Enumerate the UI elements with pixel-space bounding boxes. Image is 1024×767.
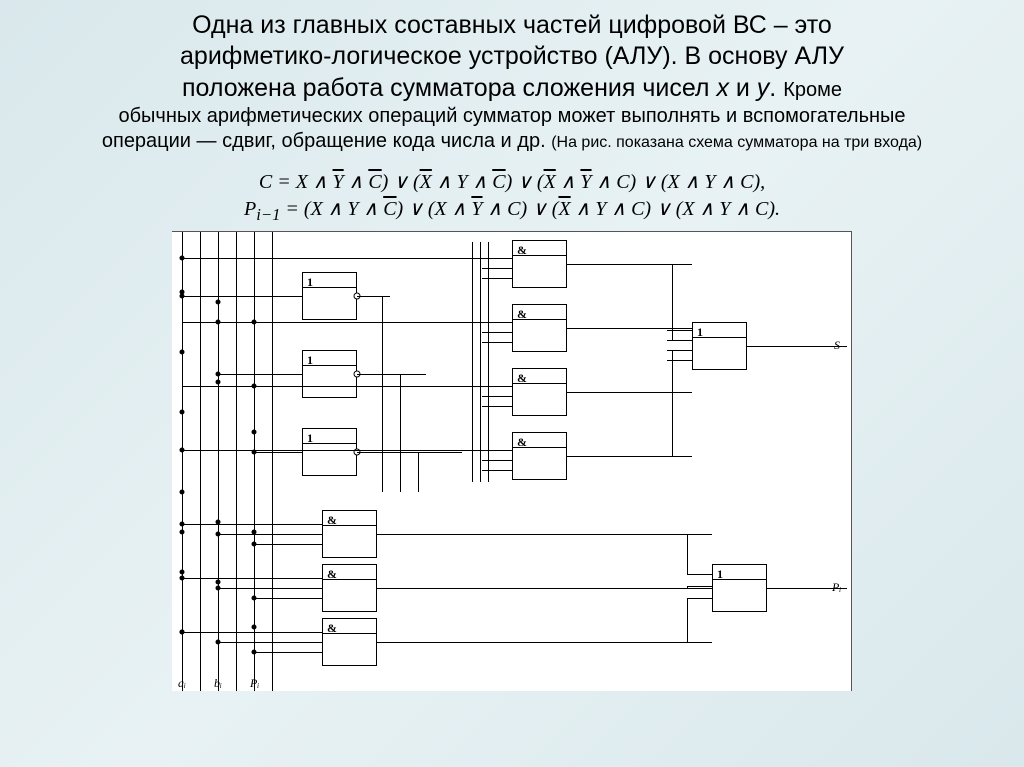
equation-2: Pi−1 = (X ∧ Y ∧ C) ∨ (X ∧ Y ∧ C) ∨ (X ∧ … [0,196,1024,225]
title-note: (На рис. показана схема сумматора на три… [551,134,922,151]
title-sub-line2: обычных арифметических операций сумматор… [20,104,1004,129]
adder-circuit-diagram: 111&&&&1S&&&1PᵢaᵢbᵢPᵢ [172,231,852,691]
title-sub-text: операции — сдвиг, обращение кода числа и… [102,130,551,152]
title-var-y: y [757,74,770,102]
title-block: Одна из главных составных частей цифрово… [0,0,1024,159]
title-text: . [769,74,783,102]
title-text: положена работа сумматора сложения чисел [182,74,716,102]
title-sub: Кроме [783,79,842,101]
equation-1: C = X ∧ Y ∧ C) ∨ (X ∧ Y ∧ C) ∨ (X ∧ Y ∧ … [0,169,1024,194]
title-var-x: x [716,74,729,102]
title-text: и [729,74,757,102]
equations: C = X ∧ Y ∧ C) ∨ (X ∧ Y ∧ C) ∨ (X ∧ Y ∧ … [0,169,1024,225]
title-line2: арифметико-логическое устройство (АЛУ). … [20,41,1004,72]
title-line3: положена работа сумматора сложения чисел… [20,73,1004,104]
title-line1: Одна из главных составных частей цифрово… [20,10,1004,41]
title-sub-line3: операции — сдвиг, обращение кода числа и… [20,129,1004,154]
